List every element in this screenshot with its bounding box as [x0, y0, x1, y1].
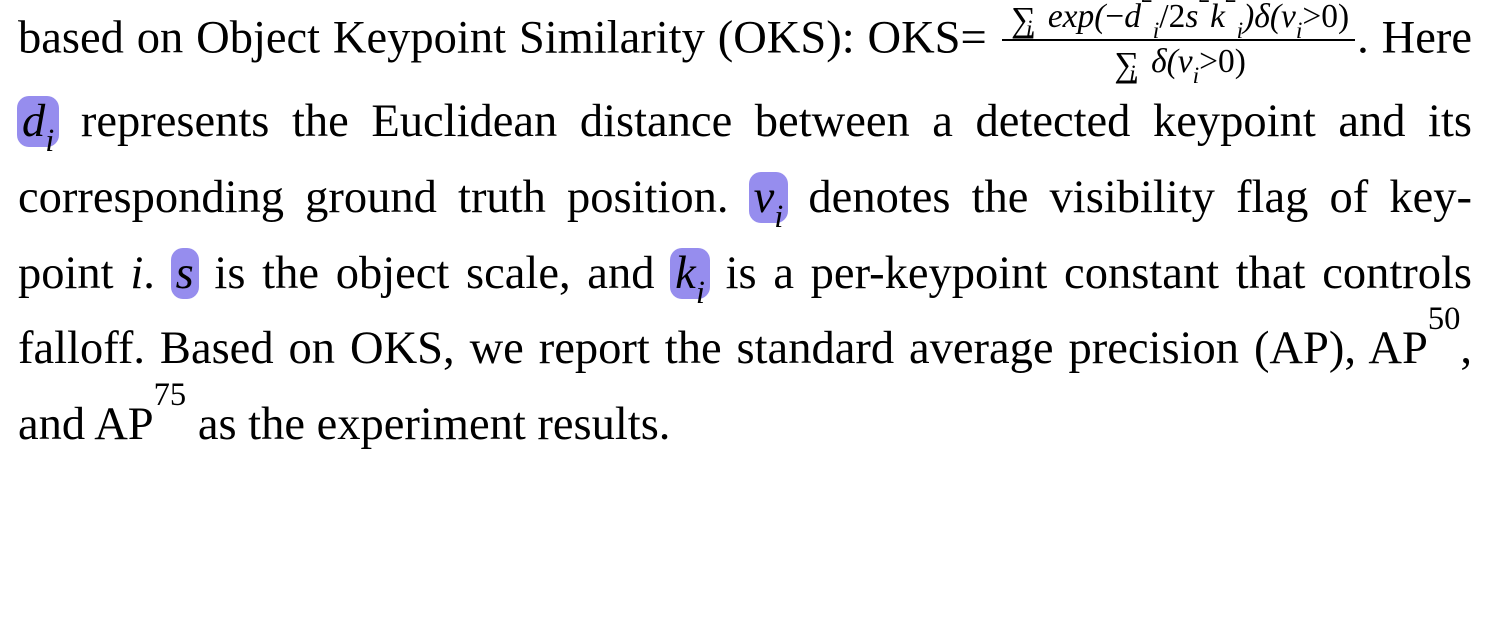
- sum-symbol: ∑ i: [1111, 47, 1143, 82]
- gt-zero-close: >0): [1199, 43, 1246, 80]
- var-d: d: [1124, 0, 1141, 35]
- superscript: 2: [1225, 0, 1237, 8]
- fraction-numerator: ∑ i exp(−d2i/2s2k2i)δ(vi>0): [1002, 0, 1356, 41]
- subscript: i: [696, 275, 705, 311]
- highlight-k-i: ki: [670, 248, 710, 299]
- subscript: i: [1153, 18, 1160, 44]
- subscript: i: [1237, 18, 1244, 44]
- paper-paragraph: based on Object Keypoint Similarity (OKS…: [0, 0, 1490, 622]
- text-run: Here: [1382, 13, 1472, 64]
- delta-v-open: )δ(v: [1243, 0, 1296, 35]
- highlight-s: s: [171, 248, 199, 299]
- text-run: is the object scale, and: [198, 248, 671, 299]
- delta-v-open: δ(v: [1151, 43, 1193, 80]
- var-s: s: [1185, 0, 1198, 35]
- sum-subscript: i: [1026, 18, 1033, 41]
- var-v: v: [754, 172, 775, 223]
- superscript: 2: [1141, 0, 1153, 8]
- divider: /2: [1159, 0, 1185, 35]
- oks-fraction: ∑ i exp(−d2i/2s2k2i)δ(vi>0) ∑ i δ(vi>0): [1002, 0, 1356, 82]
- text-run: .: [143, 248, 171, 299]
- math-run: δ(vi>0): [1151, 43, 1246, 80]
- gt-zero-close: >0): [1302, 0, 1349, 35]
- sum-symbol: ∑ i: [1008, 2, 1040, 37]
- subscript: i: [774, 199, 783, 235]
- exp-open: exp(: [1048, 0, 1106, 35]
- minus-sign: −: [1105, 0, 1124, 35]
- var-k: k: [1210, 0, 1225, 35]
- highlight-v-i: vi: [749, 172, 789, 223]
- text-run: as the experiment results.: [186, 399, 670, 450]
- subscript: i: [1193, 63, 1200, 89]
- subscript: i: [45, 123, 54, 159]
- var-k: k: [675, 248, 696, 299]
- period: .: [1357, 13, 1382, 64]
- highlight-d-i: di: [17, 96, 59, 147]
- fraction-denominator: ∑ i δ(vi>0): [1002, 41, 1356, 82]
- math-run: exp(−d2i/2s2k2i)δ(vi>0): [1048, 0, 1349, 35]
- superscript: 2: [1198, 0, 1210, 8]
- var-i: i: [130, 248, 143, 299]
- var-d: d: [22, 96, 45, 147]
- subscript: i: [1296, 18, 1303, 44]
- sum-subscript: i: [1129, 63, 1136, 86]
- text-run: based on Object Keypoint Similarity (OKS…: [18, 13, 961, 64]
- equals-sign: =: [961, 13, 987, 64]
- ap-superscript-50: 50: [1428, 301, 1461, 337]
- ap-superscript-75: 75: [154, 377, 187, 413]
